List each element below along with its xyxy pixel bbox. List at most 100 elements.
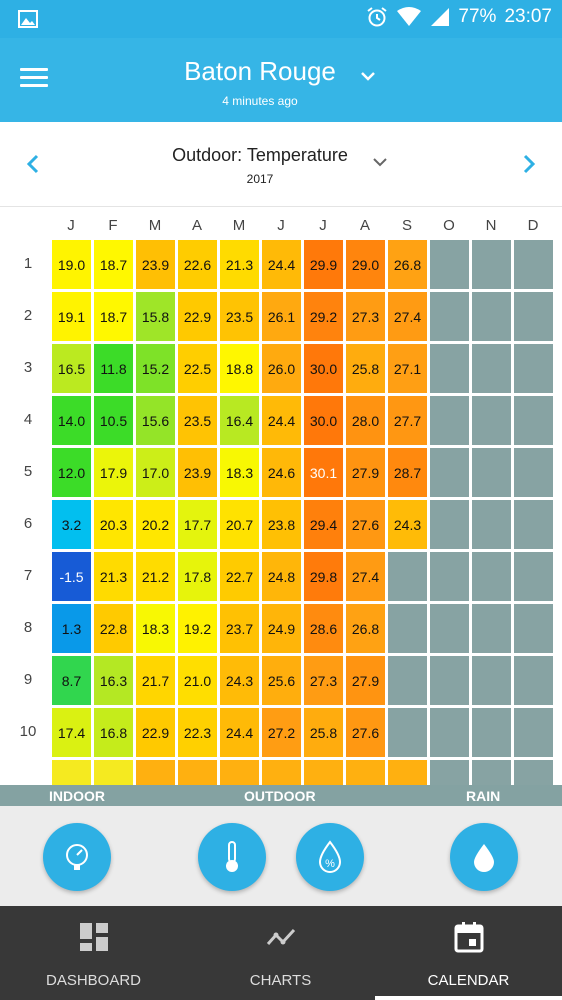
day-cell[interactable]: 16.8 bbox=[94, 708, 133, 757]
empty-day-cell[interactable] bbox=[430, 292, 469, 341]
day-cell[interactable]: 27.3 bbox=[346, 292, 385, 341]
day-cell[interactable]: 18.3 bbox=[220, 448, 259, 497]
day-cell-partial[interactable] bbox=[262, 760, 301, 785]
day-cell[interactable]: 21.3 bbox=[220, 240, 259, 289]
day-cell[interactable]: 28.6 bbox=[304, 604, 343, 653]
day-cell-partial[interactable] bbox=[346, 760, 385, 785]
empty-day-cell[interactable] bbox=[514, 500, 553, 549]
day-cell[interactable]: 19.2 bbox=[178, 604, 217, 653]
day-cell[interactable]: 20.7 bbox=[220, 500, 259, 549]
day-cell[interactable]: 18.3 bbox=[136, 604, 175, 653]
empty-day-cell[interactable] bbox=[388, 552, 427, 601]
empty-day-cell[interactable] bbox=[472, 396, 511, 445]
day-cell[interactable]: 24.9 bbox=[262, 604, 301, 653]
empty-day-cell[interactable] bbox=[472, 604, 511, 653]
day-cell[interactable]: 15.6 bbox=[136, 396, 175, 445]
nav-calendar[interactable]: CALENDAR bbox=[375, 906, 562, 1000]
day-cell[interactable]: 27.7 bbox=[388, 396, 427, 445]
empty-day-cell[interactable] bbox=[472, 344, 511, 393]
day-cell[interactable]: 18.8 bbox=[220, 344, 259, 393]
day-cell-partial[interactable] bbox=[52, 760, 91, 785]
day-cell[interactable]: 19.1 bbox=[52, 292, 91, 341]
metric-title[interactable]: Outdoor: Temperature bbox=[172, 145, 348, 165]
indoor-pressure-button[interactable] bbox=[43, 823, 111, 891]
empty-day-cell[interactable] bbox=[514, 396, 553, 445]
day-cell[interactable]: 27.2 bbox=[262, 708, 301, 757]
empty-day-cell[interactable] bbox=[472, 656, 511, 705]
empty-day-cell[interactable] bbox=[430, 604, 469, 653]
day-cell[interactable]: 22.8 bbox=[94, 604, 133, 653]
empty-day-cell[interactable] bbox=[472, 552, 511, 601]
metric-chevron-down-icon[interactable] bbox=[370, 152, 390, 172]
empty-day-cell[interactable] bbox=[430, 448, 469, 497]
station-title[interactable]: Baton Rouge bbox=[184, 56, 336, 86]
day-cell[interactable]: 23.7 bbox=[220, 604, 259, 653]
day-cell[interactable]: 27.4 bbox=[388, 292, 427, 341]
day-cell[interactable]: 21.3 bbox=[94, 552, 133, 601]
day-cell[interactable]: 1.3 bbox=[52, 604, 91, 653]
day-cell[interactable]: 21.0 bbox=[178, 656, 217, 705]
day-cell[interactable]: 3.2 bbox=[52, 500, 91, 549]
day-cell[interactable]: 27.4 bbox=[346, 552, 385, 601]
empty-day-cell[interactable] bbox=[430, 344, 469, 393]
empty-day-cell[interactable] bbox=[472, 500, 511, 549]
empty-day-cell[interactable] bbox=[388, 656, 427, 705]
empty-day-cell[interactable] bbox=[514, 240, 553, 289]
empty-day-cell[interactable] bbox=[514, 708, 553, 757]
day-cell[interactable]: 27.3 bbox=[304, 656, 343, 705]
day-cell-partial[interactable] bbox=[430, 760, 469, 785]
day-cell[interactable]: 22.7 bbox=[220, 552, 259, 601]
day-cell[interactable]: 17.9 bbox=[94, 448, 133, 497]
day-cell[interactable]: 24.8 bbox=[262, 552, 301, 601]
day-cell[interactable]: 27.9 bbox=[346, 448, 385, 497]
day-cell[interactable]: 30.1 bbox=[304, 448, 343, 497]
empty-day-cell[interactable] bbox=[472, 292, 511, 341]
day-cell-partial[interactable] bbox=[388, 760, 427, 785]
day-cell[interactable]: 10.5 bbox=[94, 396, 133, 445]
day-cell[interactable]: 15.8 bbox=[136, 292, 175, 341]
day-cell[interactable]: 29.0 bbox=[346, 240, 385, 289]
day-cell[interactable]: 24.6 bbox=[262, 448, 301, 497]
day-cell[interactable]: 26.1 bbox=[262, 292, 301, 341]
day-cell[interactable]: 30.0 bbox=[304, 396, 343, 445]
chevron-down-icon[interactable] bbox=[358, 66, 378, 86]
outdoor-temperature-button[interactable] bbox=[198, 823, 266, 891]
empty-day-cell[interactable] bbox=[430, 500, 469, 549]
next-year-button[interactable] bbox=[516, 152, 540, 176]
day-cell[interactable]: 22.9 bbox=[136, 708, 175, 757]
day-cell[interactable]: 23.9 bbox=[178, 448, 217, 497]
day-cell[interactable]: 19.0 bbox=[52, 240, 91, 289]
empty-day-cell[interactable] bbox=[472, 448, 511, 497]
day-cell[interactable]: 17.7 bbox=[178, 500, 217, 549]
day-cell[interactable]: 24.3 bbox=[388, 500, 427, 549]
day-cell[interactable]: 29.8 bbox=[304, 552, 343, 601]
day-cell[interactable]: 16.4 bbox=[220, 396, 259, 445]
nav-dashboard[interactable]: DASHBOARD bbox=[0, 906, 187, 1000]
day-cell-partial[interactable] bbox=[514, 760, 553, 785]
empty-day-cell[interactable] bbox=[430, 552, 469, 601]
nav-charts[interactable]: CHARTS bbox=[187, 906, 374, 1000]
day-cell[interactable]: 14.0 bbox=[52, 396, 91, 445]
menu-button[interactable] bbox=[20, 68, 48, 90]
day-cell[interactable]: 20.3 bbox=[94, 500, 133, 549]
day-cell[interactable]: 18.7 bbox=[94, 240, 133, 289]
outdoor-humidity-button[interactable]: % bbox=[296, 823, 364, 891]
day-cell[interactable]: 29.2 bbox=[304, 292, 343, 341]
day-cell[interactable]: 18.7 bbox=[94, 292, 133, 341]
empty-day-cell[interactable] bbox=[430, 708, 469, 757]
day-cell[interactable]: 23.9 bbox=[136, 240, 175, 289]
previous-year-button[interactable] bbox=[22, 152, 46, 176]
day-cell[interactable]: 16.3 bbox=[94, 656, 133, 705]
day-cell[interactable]: 20.2 bbox=[136, 500, 175, 549]
day-cell-partial[interactable] bbox=[178, 760, 217, 785]
day-cell[interactable]: 29.9 bbox=[304, 240, 343, 289]
day-cell[interactable]: 17.0 bbox=[136, 448, 175, 497]
day-cell[interactable]: 23.5 bbox=[220, 292, 259, 341]
day-cell[interactable]: 21.2 bbox=[136, 552, 175, 601]
day-cell[interactable]: 22.5 bbox=[178, 344, 217, 393]
day-cell[interactable]: 11.8 bbox=[94, 344, 133, 393]
empty-day-cell[interactable] bbox=[388, 604, 427, 653]
empty-day-cell[interactable] bbox=[388, 708, 427, 757]
day-cell[interactable]: 22.9 bbox=[178, 292, 217, 341]
empty-day-cell[interactable] bbox=[430, 240, 469, 289]
